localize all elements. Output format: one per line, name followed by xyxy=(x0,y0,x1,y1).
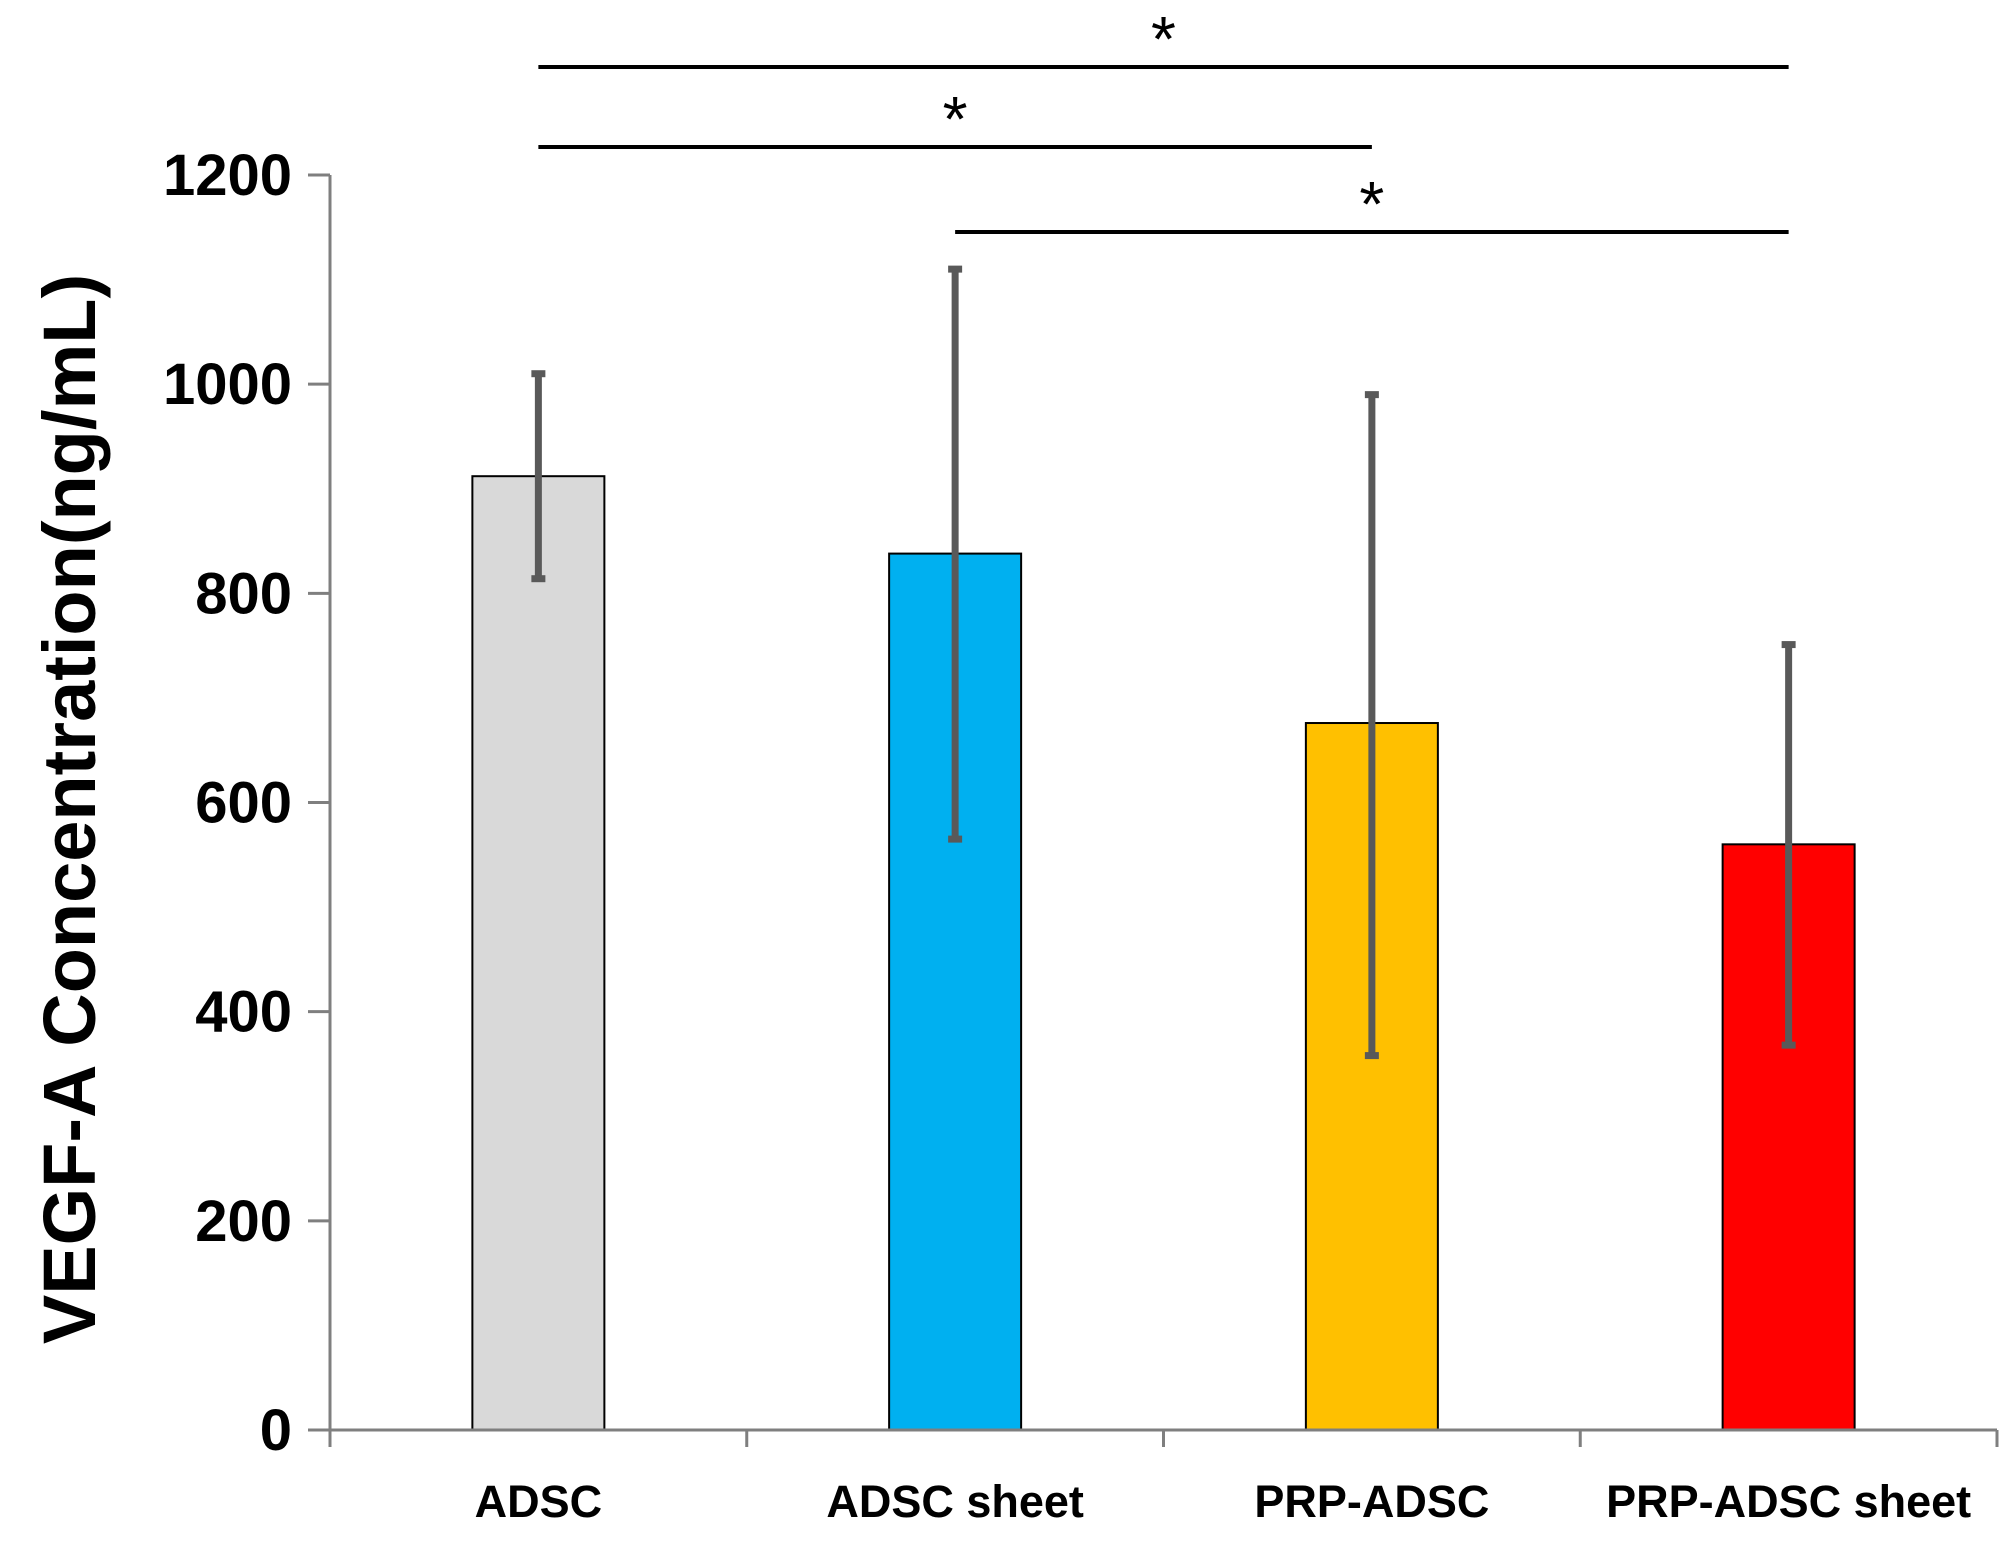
y-tick-label-1000: 1000 xyxy=(163,352,292,417)
bars xyxy=(471,475,1856,1431)
y-tick-label-600: 600 xyxy=(195,771,292,836)
y-tick-label-0: 0 xyxy=(260,1398,292,1463)
bar-adsc xyxy=(471,475,606,1431)
y-tick-label-400: 400 xyxy=(195,980,292,1045)
axes xyxy=(308,173,1999,1447)
y-tick-label-800: 800 xyxy=(195,561,292,626)
x-category-label-prp-adsc: PRP-ADSC xyxy=(1254,1476,1489,1527)
significance-star-3: * xyxy=(1359,168,1384,240)
axis-labels: 0 200 400 600 800 1000 1200 ADSC ADSC sheet PRP-A… xyxy=(163,143,1971,1527)
x-category-label-adsc: ADSC xyxy=(475,1476,603,1527)
x-category-label-prp-adsc-sheet: PRP-ADSC sheet xyxy=(1606,1476,1971,1527)
x-category-label-adsc-sheet: ADSC sheet xyxy=(826,1476,1084,1527)
y-axis-title: VEGF-A Concentration(ng/mL) xyxy=(28,274,111,1344)
y-tick-label-1200: 1200 xyxy=(163,143,292,208)
significance-brackets: * * * xyxy=(538,3,1789,240)
error-bars xyxy=(531,265,1796,1060)
y-tick-label-200: 200 xyxy=(195,1189,292,1254)
significance-star-1: * xyxy=(1151,3,1176,75)
significance-star-2: * xyxy=(943,83,968,155)
